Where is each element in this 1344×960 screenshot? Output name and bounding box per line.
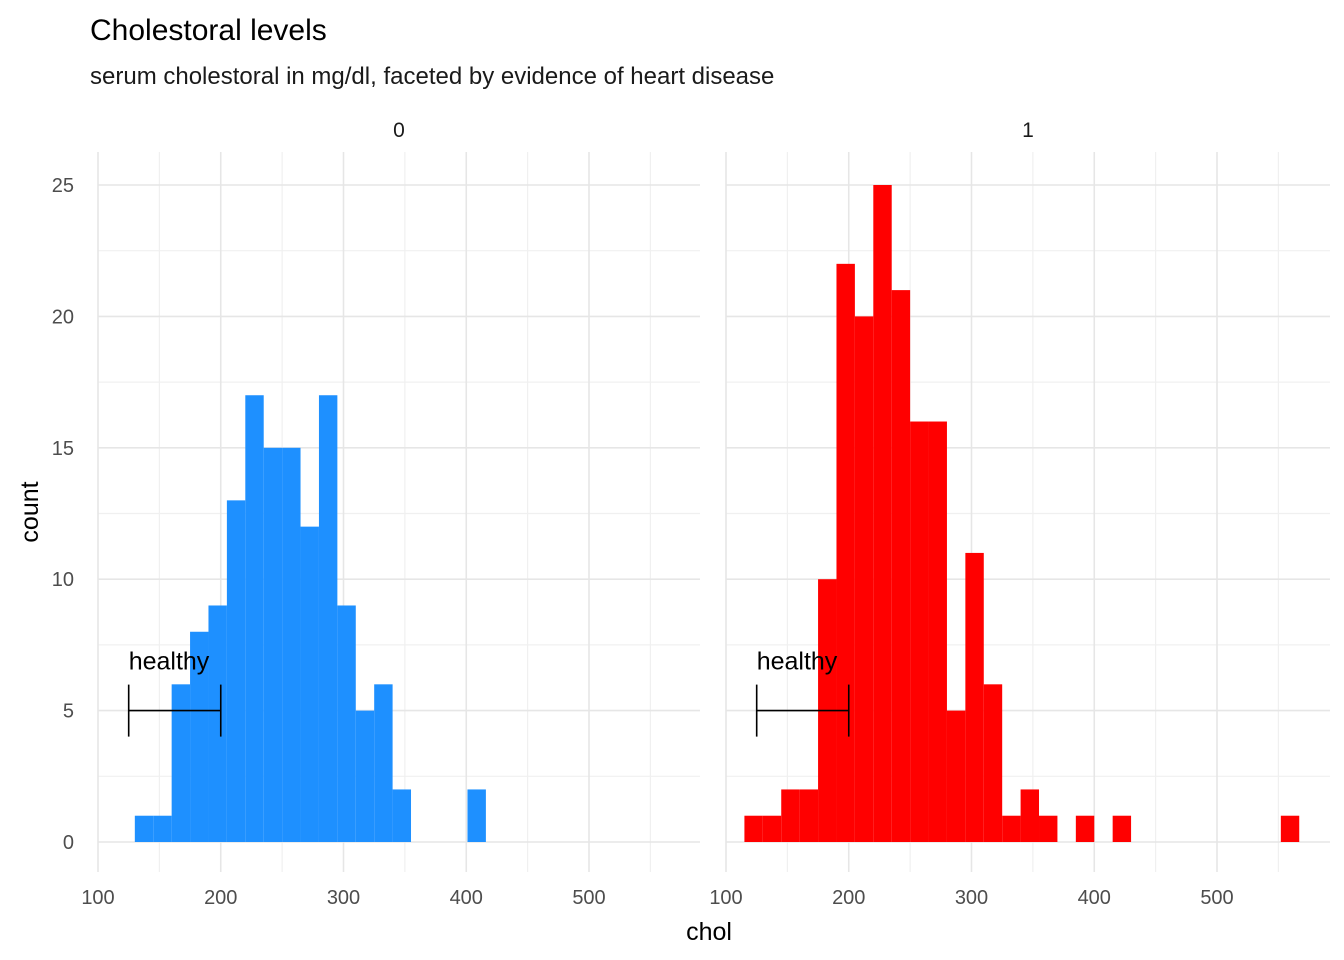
histogram-bar xyxy=(300,526,319,842)
histogram-bar xyxy=(946,710,966,842)
x-axis-title: chol xyxy=(686,918,732,946)
histogram-bar xyxy=(854,316,874,842)
y-tick-label: 0 xyxy=(63,832,74,854)
histogram-bar xyxy=(1039,815,1058,842)
histogram-bar xyxy=(337,605,356,842)
healthy-range-annotation: healthy xyxy=(127,648,222,737)
healthy-range-label: healthy xyxy=(129,648,210,676)
x-tick-label: 200 xyxy=(832,887,865,909)
histogram-bar xyxy=(263,447,283,842)
histogram-bar xyxy=(910,421,929,842)
x-tick-label: 300 xyxy=(955,887,988,909)
x-tick-label: 400 xyxy=(450,887,483,909)
histogram-bar xyxy=(928,421,947,842)
facet-strip-label: 1 xyxy=(1022,119,1034,142)
histogram-bar xyxy=(965,552,984,842)
histogram-bar xyxy=(208,605,227,842)
facet-panel-1: 1 100 200 300 400 500 healthy xyxy=(709,119,1330,909)
histogram-bar xyxy=(282,447,301,842)
histogram-bar xyxy=(134,815,154,842)
healthy-range-annotation: healthy xyxy=(755,648,850,737)
facet-panels: 0 100 200 300 400 500 0 5 10 15 20 25 healthy 1 100 200… xyxy=(52,119,1330,909)
histogram-bar xyxy=(1280,815,1300,842)
histogram-bar xyxy=(171,684,191,842)
chart-subtitle: serum cholestoral in mg/dl, faceted by e… xyxy=(90,63,774,90)
x-tick-label: 500 xyxy=(1200,887,1233,909)
histogram-bar xyxy=(983,684,1003,842)
histogram-bar xyxy=(153,815,172,842)
histogram-bar xyxy=(781,789,800,842)
y-tick-label: 10 xyxy=(52,569,74,591)
histogram-bar xyxy=(891,290,911,842)
y-tick-label: 15 xyxy=(52,438,74,460)
y-tick-label: 25 xyxy=(52,175,74,197)
histogram-bar xyxy=(245,395,264,842)
histogram-bar xyxy=(1112,815,1132,842)
y-tick-label: 20 xyxy=(52,306,74,328)
histogram-bar xyxy=(744,815,763,842)
y-tick-label: 5 xyxy=(63,701,74,723)
histogram-bar xyxy=(355,710,375,842)
chart-title: Cholestoral levels xyxy=(90,14,327,47)
histogram-bar xyxy=(392,789,412,842)
histogram-bar xyxy=(799,789,819,842)
x-tick-label: 300 xyxy=(327,887,360,909)
histogram-bar xyxy=(318,395,338,842)
histogram-bar xyxy=(873,185,892,842)
histogram-bar xyxy=(1020,789,1040,842)
histogram-bar xyxy=(1075,815,1095,842)
histogram-bar xyxy=(226,500,246,842)
facet-strip-label: 0 xyxy=(393,119,405,142)
x-tick-label: 400 xyxy=(1078,887,1111,909)
healthy-range-label: healthy xyxy=(757,648,838,676)
histogram-bar xyxy=(190,631,209,842)
x-tick-label: 500 xyxy=(572,887,605,909)
facet-panel-0: 0 100 200 300 400 500 0 5 10 15 20 25 healthy xyxy=(52,119,700,909)
histogram-bar xyxy=(836,263,855,843)
x-tick-label: 100 xyxy=(81,887,114,909)
y-axis-title: count xyxy=(16,481,44,542)
histogram-bar xyxy=(1002,815,1021,842)
x-tick-label: 200 xyxy=(204,887,237,909)
histogram-bar xyxy=(467,789,486,842)
x-tick-label: 100 xyxy=(709,887,742,909)
histogram-bar xyxy=(374,684,393,842)
histogram-bar xyxy=(762,815,782,842)
